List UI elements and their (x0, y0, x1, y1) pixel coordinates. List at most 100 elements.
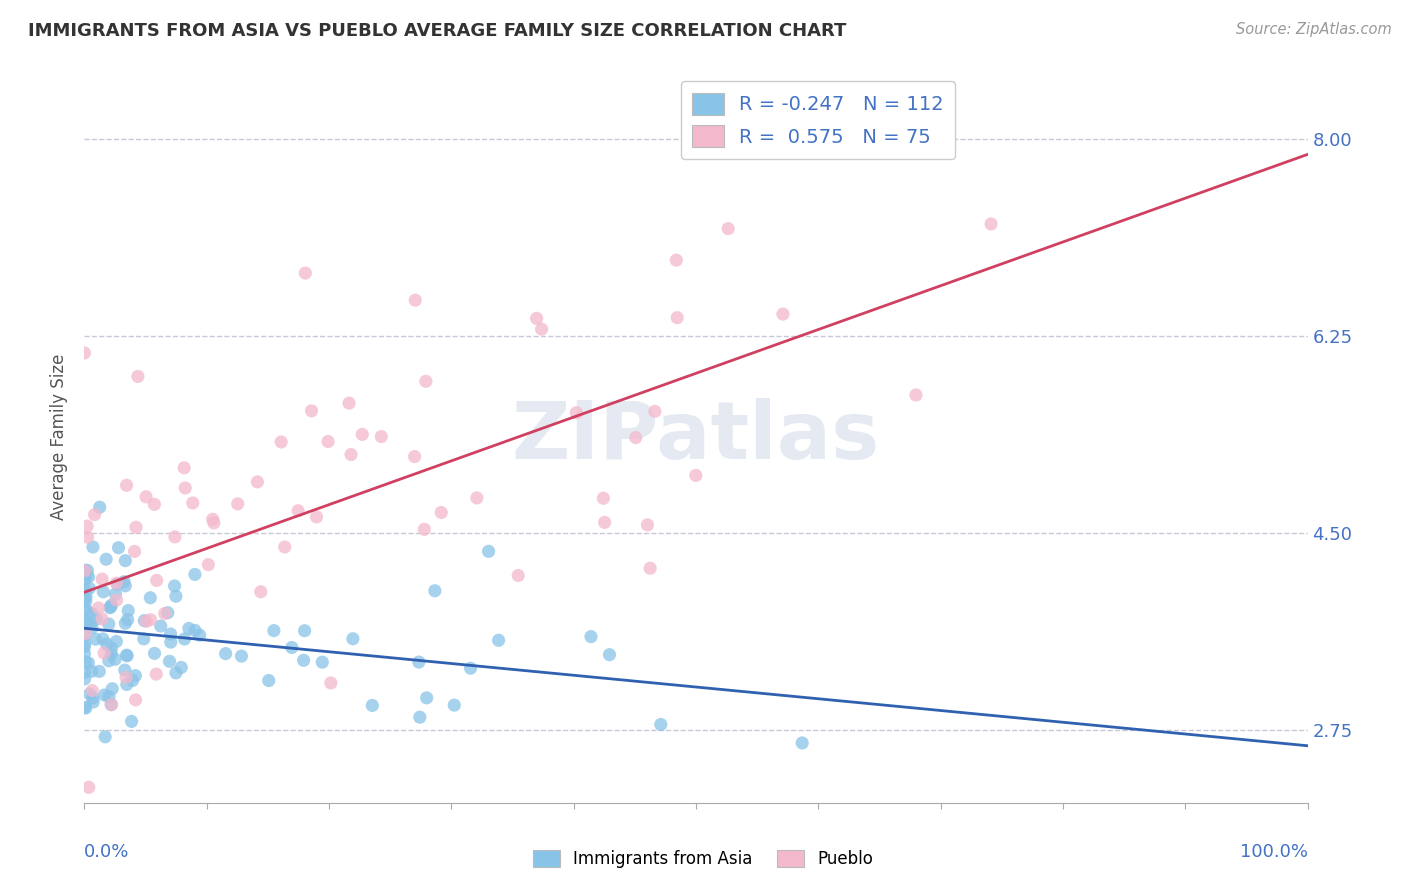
Point (89, 665, 111, 679)
Point (188, 628, 211, 642)
Point (340, 448, 363, 462)
Point (153, 607, 176, 621)
Point (73, 637, 96, 651)
Point (73, 563, 96, 577)
Point (226, 497, 249, 511)
Point (104, 587, 127, 601)
Point (666, 310, 689, 325)
Point (717, 221, 740, 235)
Point (124, 693, 146, 707)
Legend: R = -0.247   N = 112, R =  0.575   N = 75: R = -0.247 N = 112, R = 0.575 N = 75 (681, 81, 955, 159)
Point (593, 516, 616, 530)
Point (87, 601, 110, 615)
Point (423, 583, 446, 598)
Point (135, 490, 157, 504)
Text: IMMIGRANTS FROM ASIA VS PUEBLO AVERAGE FAMILY SIZE CORRELATION CHART: IMMIGRANTS FROM ASIA VS PUEBLO AVERAGE F… (28, 22, 846, 40)
Legend: Immigrants from Asia, Pueblo: Immigrants from Asia, Pueblo (526, 843, 880, 875)
Point (508, 568, 530, 582)
Point (73, 564, 96, 578)
Text: 100.0%: 100.0% (1240, 843, 1308, 861)
Point (124, 668, 146, 682)
Point (980, 217, 1002, 231)
Point (173, 460, 195, 475)
Point (263, 624, 285, 638)
Point (488, 633, 510, 648)
Point (274, 540, 297, 554)
Point (75, 590, 97, 604)
Point (84, 632, 107, 647)
Point (73, 573, 96, 587)
Point (73, 629, 96, 643)
Point (159, 627, 181, 641)
Point (105, 634, 128, 648)
Point (599, 648, 621, 662)
Point (650, 717, 672, 731)
Point (105, 576, 128, 591)
Point (115, 677, 138, 691)
Point (361, 698, 384, 713)
Point (294, 266, 316, 280)
Point (75, 594, 97, 608)
Point (80, 807, 103, 822)
Point (772, 307, 794, 321)
Point (73, 601, 96, 615)
Point (281, 640, 304, 655)
Point (75, 701, 97, 715)
Point (91, 572, 114, 586)
Point (91, 632, 114, 646)
Point (526, 311, 548, 326)
Point (404, 450, 426, 464)
Point (100, 599, 122, 614)
Point (100, 647, 122, 661)
Point (75, 568, 97, 582)
Point (124, 544, 146, 558)
Point (165, 665, 187, 680)
Point (100, 641, 122, 656)
Point (73, 582, 96, 596)
Point (636, 517, 658, 532)
Point (76, 519, 98, 533)
Point (73, 640, 96, 654)
Point (115, 648, 138, 663)
Point (270, 434, 292, 449)
Point (115, 478, 138, 492)
Point (100, 698, 122, 712)
Point (173, 632, 195, 646)
Point (76, 530, 98, 544)
Point (159, 654, 181, 668)
Point (114, 663, 136, 677)
Point (114, 554, 136, 568)
Point (94, 552, 117, 566)
Point (311, 655, 333, 669)
Point (139, 591, 162, 605)
Point (97, 690, 120, 704)
Point (145, 574, 167, 588)
Point (156, 606, 179, 620)
Point (100, 698, 122, 712)
Point (73, 587, 96, 601)
Point (121, 673, 143, 688)
Point (337, 396, 360, 410)
Point (115, 648, 138, 662)
Point (352, 427, 374, 442)
Point (301, 404, 323, 418)
Point (460, 661, 482, 675)
Point (579, 630, 602, 644)
Point (82, 695, 104, 709)
Point (82, 540, 104, 554)
Point (79, 687, 101, 701)
Point (75, 615, 97, 629)
Point (404, 293, 426, 308)
Point (73, 592, 96, 607)
Point (82, 690, 104, 705)
Point (197, 558, 219, 572)
Point (370, 429, 392, 443)
Point (100, 598, 122, 612)
Point (143, 497, 166, 511)
Point (112, 574, 135, 589)
Point (904, 388, 927, 402)
Point (98, 600, 121, 615)
Point (214, 647, 236, 661)
Point (792, 736, 814, 750)
Point (82, 683, 104, 698)
